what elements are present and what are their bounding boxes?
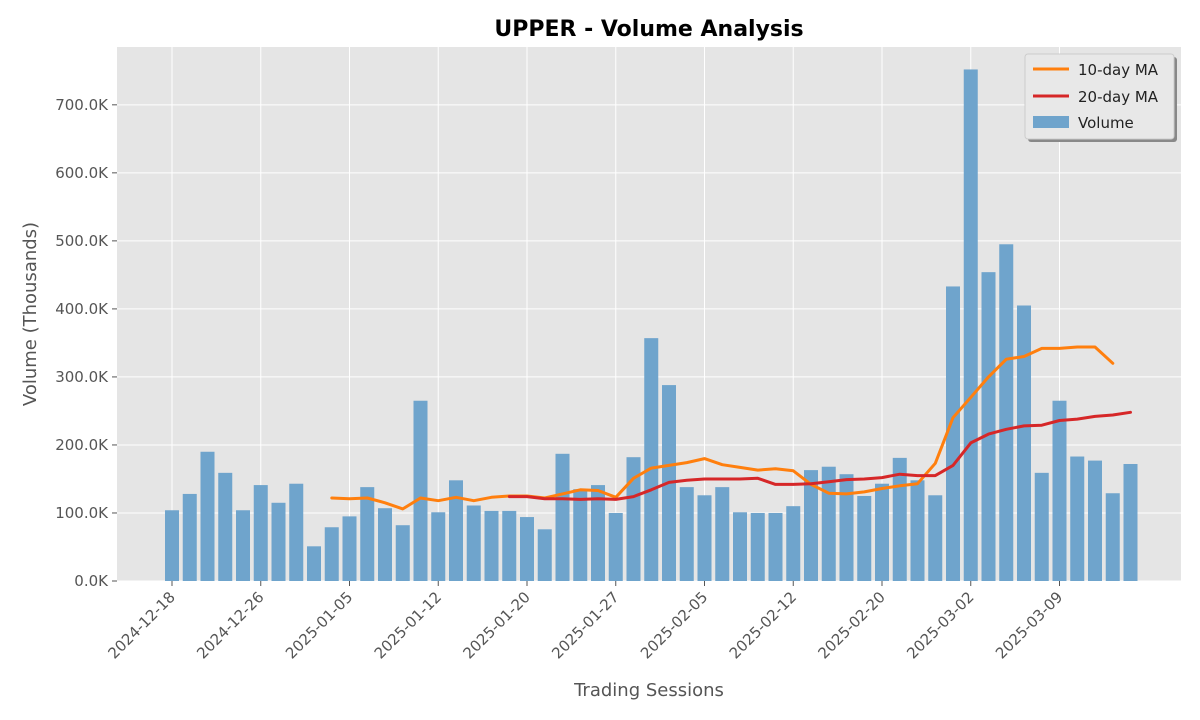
volume-bar: [1105, 493, 1120, 581]
volume-bar: [875, 483, 889, 581]
volume-bar: [360, 487, 375, 581]
volume-bar: [218, 472, 233, 581]
x-axis-label: Trading Sessions: [573, 680, 724, 701]
volume-bar: [644, 338, 659, 581]
volume-bar: [946, 286, 960, 581]
y-tick-label: 0.0K: [74, 572, 109, 590]
volume-bar: [431, 512, 446, 581]
volume-bar: [999, 244, 1014, 582]
volume-bar: [768, 512, 783, 581]
ma20-line: [507, 410, 1132, 501]
volume-bar: [857, 495, 872, 581]
volume-bar: [200, 451, 215, 581]
chart-title: UPPER - Volume Analysis: [494, 17, 803, 42]
volume-bar: [1017, 305, 1031, 581]
volume-bar: [378, 508, 392, 581]
volume-bar: [750, 512, 765, 581]
ma10-line: [330, 345, 1115, 511]
volume-bar: [395, 525, 410, 581]
volume-bar: [236, 510, 250, 581]
volume-bar: [733, 512, 747, 581]
legend-label-volume: Volume: [1078, 114, 1134, 132]
volume-bar: [555, 453, 570, 581]
y-tick-label: 200.0K: [55, 436, 109, 454]
y-tick-label: 400.0K: [55, 300, 109, 318]
volume-bar: [892, 457, 907, 581]
legend-label-ma10: 10-day MA: [1078, 61, 1159, 79]
volume-bar: [608, 512, 623, 581]
y-axis-label: Volume (Thousands): [20, 222, 41, 406]
volume-bar: [928, 495, 943, 581]
moving-average-lines: [330, 345, 1132, 511]
volume-bar: [1123, 463, 1138, 581]
y-tick-label: 700.0K: [55, 96, 109, 114]
volume-bar: [466, 505, 481, 581]
volume-bar: [910, 480, 925, 581]
volume-bar: [182, 493, 197, 581]
volume-bar: [697, 495, 712, 581]
volume-bar: [1034, 472, 1049, 581]
y-tick-label: 500.0K: [55, 232, 109, 250]
volume-bar: [715, 487, 730, 581]
volume-bar: [821, 466, 836, 581]
volume-bar: [502, 510, 517, 581]
volume-bar: [679, 487, 694, 581]
legend: 10-day MA 20-day MA Volume: [1024, 53, 1177, 142]
volume-bar: [1070, 456, 1085, 581]
volume-bar: [307, 546, 321, 581]
volume-bar: [573, 489, 588, 581]
volume-bar: [449, 480, 463, 581]
volume-bar: [520, 517, 534, 581]
volume-bar: [839, 474, 854, 581]
volume-bar: [786, 506, 801, 581]
volume-bar: [253, 485, 268, 581]
volume-bar: [981, 272, 996, 581]
volume-bar: [342, 516, 357, 581]
y-tick-label: 300.0K: [55, 368, 109, 386]
y-tick-label: 600.0K: [55, 164, 109, 182]
legend-swatch-volume: [1033, 116, 1069, 128]
volume-bar: [591, 485, 605, 581]
volume-bar: [324, 527, 339, 581]
volume-bar: [804, 470, 818, 581]
volume-bar: [271, 502, 286, 581]
volume-bar: [626, 457, 641, 581]
volume-bar: [963, 69, 978, 581]
y-axis-ticks: 0.0K 100.0K 200.0K 300.0K 400.0K 500.0K 600.0K…: [55, 96, 117, 590]
y-tick-label: 100.0K: [55, 504, 109, 522]
volume-bar: [1088, 460, 1102, 581]
volume-bar: [413, 400, 428, 581]
volume-bar: [165, 510, 179, 581]
volume-bar: [289, 483, 304, 581]
legend-label-ma20: 20-day MA: [1078, 88, 1159, 106]
volume-bars: [165, 69, 1138, 582]
volume-bar: [537, 529, 552, 581]
volume-bar: [484, 510, 499, 581]
volume-bar: [1052, 400, 1067, 581]
